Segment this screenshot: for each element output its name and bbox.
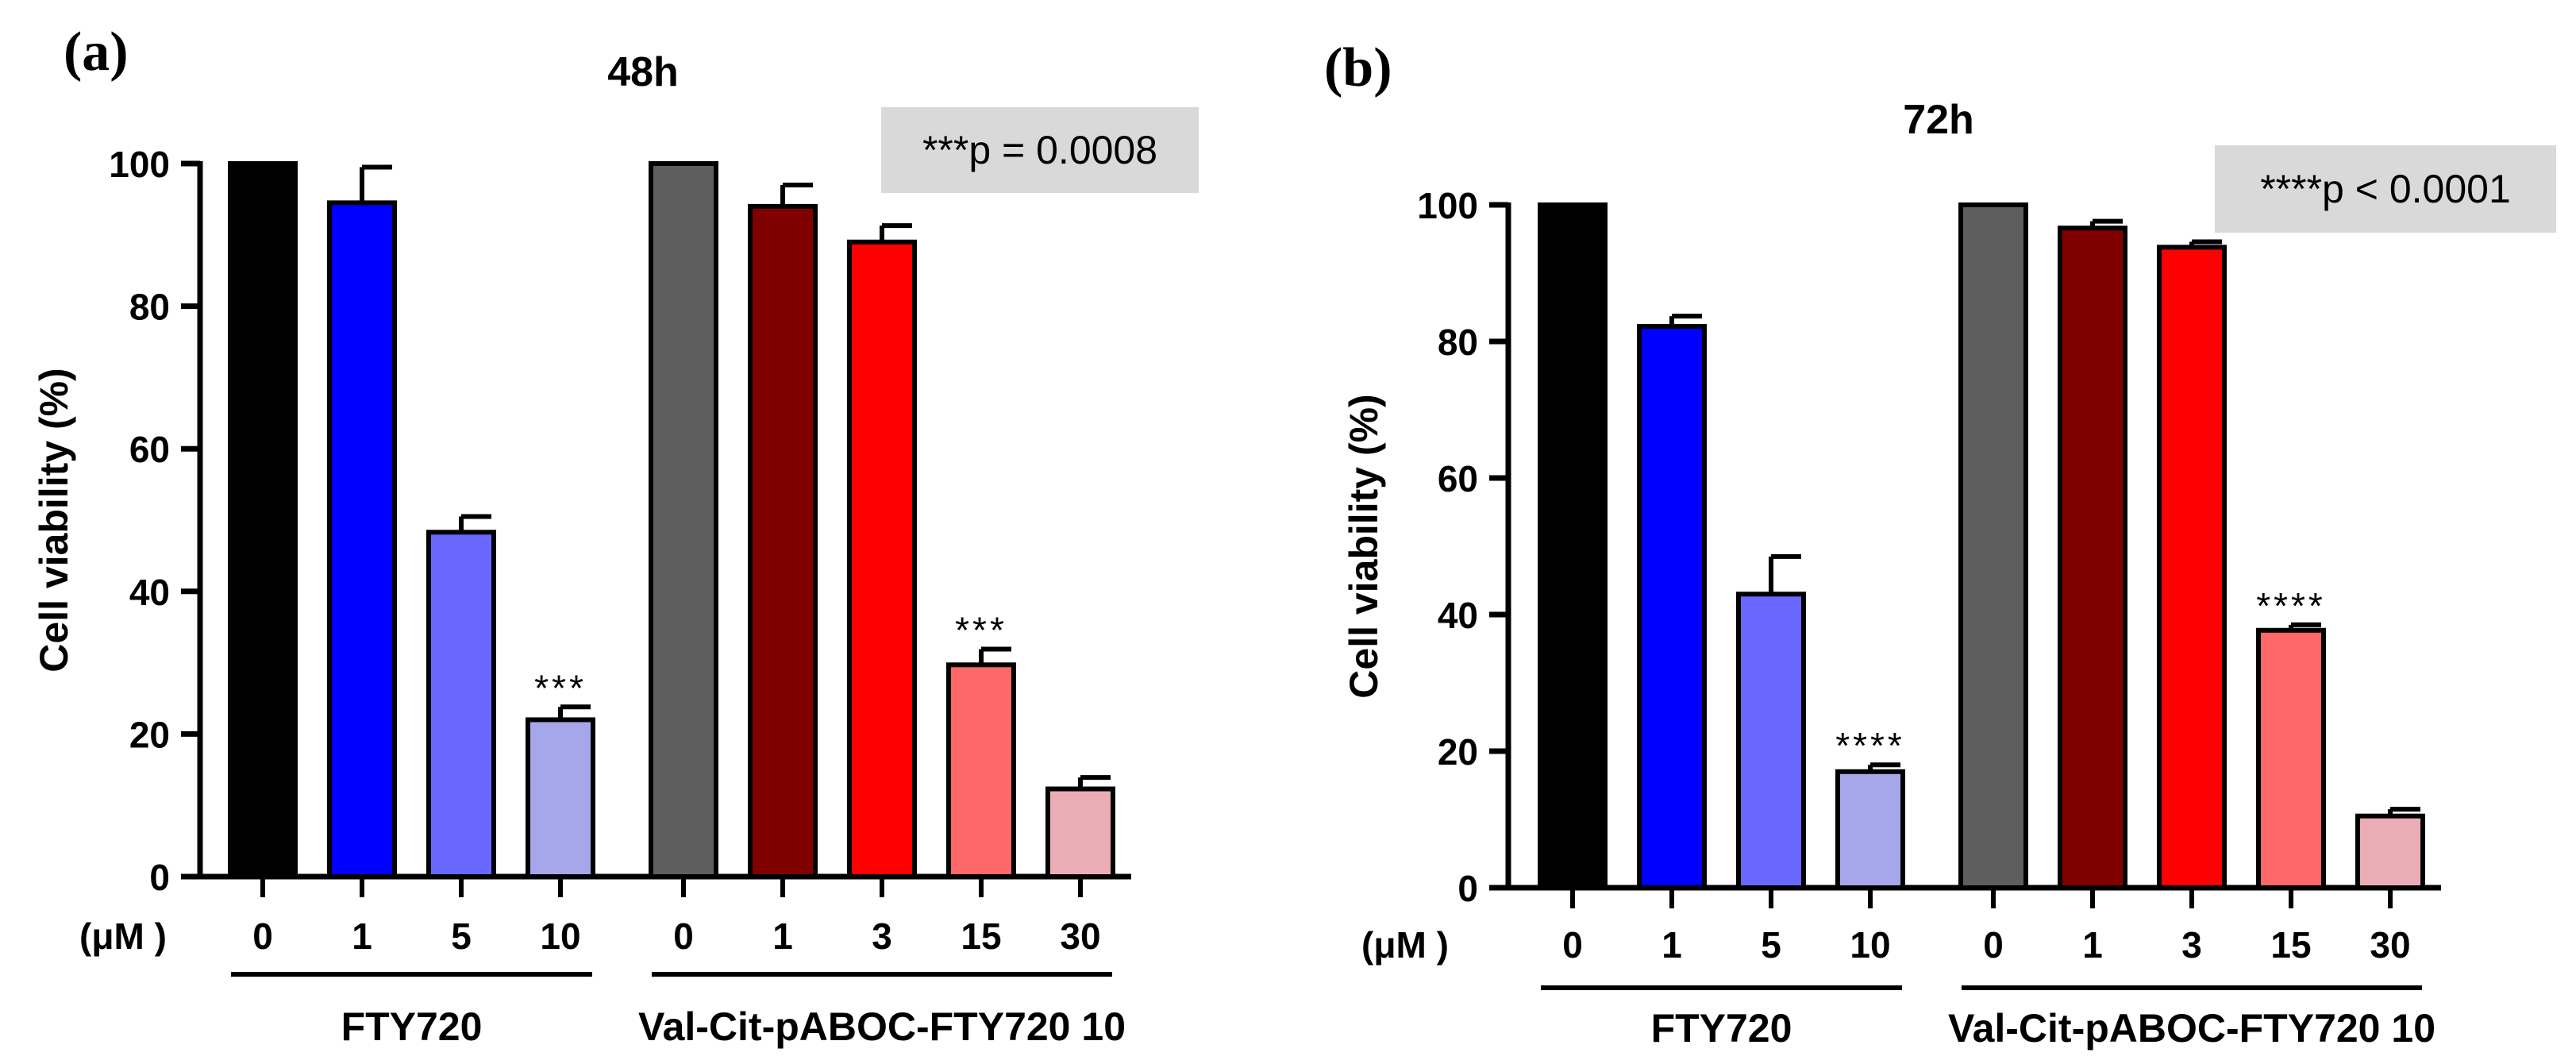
panel-b-x-tick-label: 30 [2370,924,2410,966]
panel-b-unit-label: (μM ) [1361,924,1449,966]
panel-a-x-tick-label: 1 [352,916,372,957]
panel-a-x-tick-label: 30 [1060,916,1100,957]
panel-a-y-tick-label: 80 [129,287,170,328]
panel-a-label: (a) [64,21,129,83]
panel-a-bar [847,239,917,879]
panel-b-y-tick-label: 0 [1457,868,1478,909]
panel-b-x-tick-label: 1 [2082,924,2103,966]
panel-b-bar [1736,592,1806,890]
panel-a-group-label: Val-Cit-pABOC-FTY720 10 [638,1004,1126,1049]
panel-a-x-tick-label: 10 [540,916,580,957]
panel-b: (b) 72h ****p < 0.0001 Cell viability (%) 0… [1324,37,2556,1051]
panel-b-bar [2058,226,2127,890]
panel-b-significance-mark: **** [2256,585,2326,626]
panel-a-x-tick-label: 0 [673,916,694,957]
panel-b-y-tick-label: 100 [1417,185,1478,226]
panel-a-x-tick-label: 5 [451,916,472,957]
panel-b-significance-mark: **** [1835,725,1905,766]
panel-b-bar [1835,769,1905,890]
panel-a-bar [649,161,718,879]
panel-a-unit-label: (μM ) [79,916,167,957]
panel-b-bar [1538,202,1608,890]
panel-b-y-axis-label: Cell viability (%) [1342,394,1386,698]
panel-a-bar [1045,786,1115,880]
panel-a-bar [426,530,496,879]
panel-b-x-tick-label: 5 [1761,924,1781,966]
panel-b-stats-text: ****p < 0.0001 [2260,167,2511,211]
panel-b-group-label: Val-Cit-pABOC-FTY720 10 [1948,1006,2435,1051]
panel-b-group-label: FTY720 [1651,1006,1792,1051]
panel-a-y-tick-label: 20 [129,714,170,755]
panel-b-y-tick-label: 20 [1438,731,1478,773]
panel-a-bar [228,161,298,879]
panel-b-y-tick-label: 40 [1438,595,1478,636]
panel-b-bar [2256,627,2326,891]
panel-b-bar [1637,324,1707,890]
panel-b-x-tick-label: 10 [1850,924,1890,966]
panel-b-label: (b) [1324,37,1392,98]
panel-b-bar [2157,245,2227,890]
panel-b-bar [1958,202,2028,890]
panel-b-title: 72h [1903,97,1974,143]
panel-a: (a) 48h ***p = 0.0008 Cell viability (%) 0 2… [32,21,1199,1049]
panel-a-group-label: FTY720 [341,1004,483,1049]
panel-a-bar [526,717,595,879]
panel-b-x-tick-label: 0 [1983,924,2004,966]
panel-a-bar [748,203,818,879]
panel-a-y-tick-label: 40 [129,572,170,613]
panel-a-x-tick-label: 15 [961,916,1001,957]
panel-a-y-axis-label: Cell viability (%) [32,368,76,672]
panel-a-title: 48h [607,49,679,95]
panel-b-x-tick-label: 3 [2181,924,2202,966]
panel-b-x-tick-label: 0 [1562,924,1583,966]
panel-a-y-tick-label: 60 [129,429,170,470]
panel-b-stats-box [2215,145,2556,233]
panel-a-bar [946,662,1016,879]
panel-a-x-tick-label: 0 [252,916,273,957]
panel-a-x-tick-label: 1 [772,916,793,957]
panel-b-x-tick-label: 1 [1662,924,1682,966]
panel-a-stats-box [881,107,1199,193]
panel-b-y-tick-label: 60 [1438,458,1478,499]
panel-a-y-tick-label: 100 [109,144,170,185]
panel-a-significance-mark: *** [955,610,1007,651]
panel-a-bar [327,200,397,879]
panel-a-y-tick-label: 0 [149,857,170,898]
panel-a-stats-text: ***p = 0.0008 [922,128,1157,172]
panel-b-x-tick-label: 15 [2270,924,2311,966]
panel-a-significance-mark: *** [534,667,587,708]
panel-b-y-tick-label: 80 [1438,322,1478,363]
panel-a-x-tick-label: 3 [872,916,892,957]
panel-b-bar [2355,813,2425,890]
